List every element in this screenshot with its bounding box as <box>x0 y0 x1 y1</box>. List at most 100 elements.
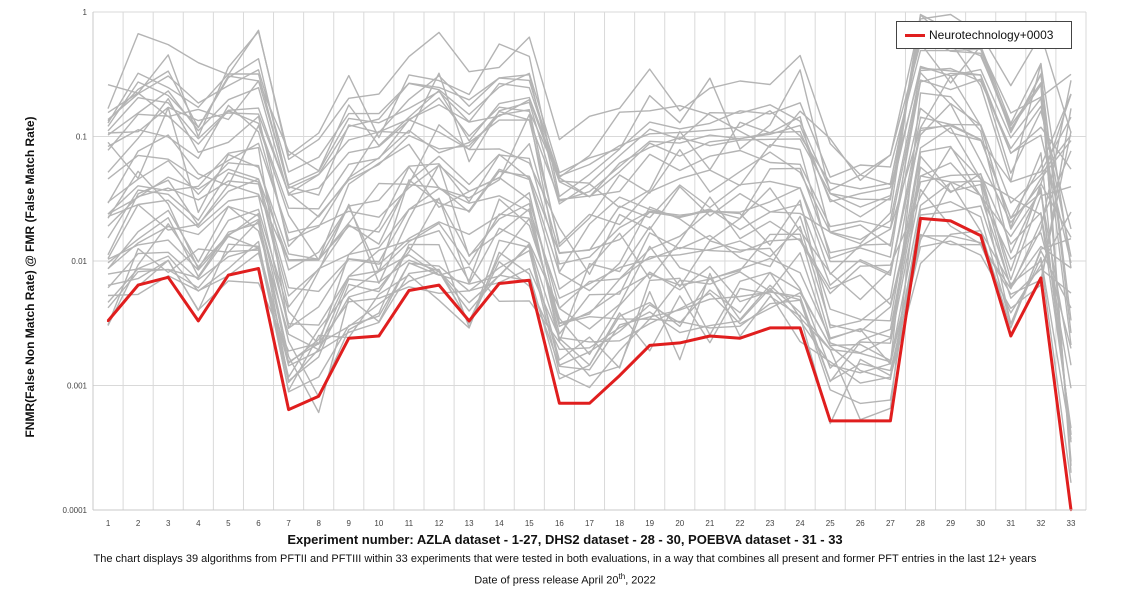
gray-series-line <box>107 116 1072 276</box>
x-tick-label: 18 <box>615 519 624 528</box>
caption-date-prefix: Date of press release April 20 <box>474 574 619 587</box>
grid-lines <box>92 11 1087 511</box>
gray-series-line <box>107 173 1072 389</box>
x-tick-label: 13 <box>465 519 474 528</box>
x-tick-label: 21 <box>705 519 714 528</box>
highlight-series-point <box>1009 334 1012 338</box>
y-axis-label: FNMR(False Non Match Rate) @ FMR (False … <box>23 116 37 438</box>
highlight-series-point <box>106 319 110 323</box>
x-tick-label: 19 <box>645 519 654 528</box>
caption-line-1: The chart displays 39 algorithms from PF… <box>93 553 1037 565</box>
highlight-series-point <box>347 336 350 340</box>
highlight-series-point <box>678 341 681 345</box>
y-tick-label: 0.0001 <box>63 506 88 515</box>
x-tick-label: 10 <box>374 519 383 528</box>
y-tick-label: 1 <box>83 8 88 17</box>
gray-series-line <box>107 80 1072 364</box>
x-tick-label: 3 <box>166 519 171 528</box>
y-tick-label: 0.1 <box>76 133 88 142</box>
gray-series-line <box>107 123 1072 366</box>
highlight-series-point <box>197 319 200 323</box>
gray-series-line <box>107 13 1072 334</box>
gray-series-line <box>107 14 1072 269</box>
highlight-series-point <box>377 334 381 338</box>
x-tick-label: 12 <box>435 519 444 528</box>
x-tick-label: 11 <box>405 519 414 528</box>
gray-series-line <box>107 13 1072 176</box>
legend-swatch <box>905 33 925 37</box>
gray-series-line <box>107 150 1072 383</box>
highlight-series-point <box>798 326 802 330</box>
x-tick-label: 29 <box>946 519 955 528</box>
highlight-series-point <box>257 267 260 270</box>
highlight-series-point <box>588 402 591 405</box>
highlight-series-point <box>407 289 411 292</box>
x-tick-label: 32 <box>1036 519 1045 528</box>
x-tick-label: 6 <box>256 519 261 528</box>
highlight-series-point <box>919 217 922 220</box>
gray-series-line <box>107 146 1072 429</box>
highlight-series-line <box>106 216 1073 512</box>
x-tick-label: 31 <box>1006 519 1015 528</box>
highlight-series-point <box>949 219 952 223</box>
gray-series-line <box>107 74 1072 443</box>
gray-series-line <box>107 162 1072 435</box>
gray-series-line <box>107 48 1072 462</box>
y-tick-label: 0.001 <box>67 382 88 391</box>
gray-series-line <box>107 34 1072 321</box>
x-tick-label: 25 <box>826 519 835 528</box>
gray-series-line <box>107 71 1072 275</box>
x-tick-label: 4 <box>196 519 201 528</box>
highlight-series-point <box>528 279 531 282</box>
caption-date-sup: th <box>618 572 626 581</box>
gray-series-line <box>107 182 1072 483</box>
gray-series-line <box>107 175 1072 349</box>
x-tick-label: 23 <box>766 519 775 528</box>
gray-series-line <box>107 72 1072 248</box>
highlight-series-point <box>227 273 230 277</box>
highlight-series-point <box>136 283 140 287</box>
caption-date-suffix: , 2022 <box>625 574 656 587</box>
highlight-series-point <box>287 408 290 411</box>
x-tick-label: 28 <box>916 519 925 528</box>
y-tick-label: 0.01 <box>71 257 87 266</box>
gray-series-line <box>107 126 1072 345</box>
highlight-series-point <box>317 395 320 398</box>
highlight-series-point <box>558 402 561 405</box>
x-tick-label: 2 <box>136 519 141 528</box>
gray-series-line <box>107 93 1072 329</box>
caption-line-2: Date of press release April 20th, 2022 <box>0 572 1130 587</box>
highlight-series-point <box>467 319 471 323</box>
x-tick-label: 7 <box>286 519 291 528</box>
x-tick-label: 15 <box>525 519 534 528</box>
gray-series-line <box>107 29 1072 466</box>
x-tick-label: 24 <box>796 519 805 528</box>
x-tick-label: 16 <box>555 519 564 528</box>
x-tick-label: 27 <box>886 519 895 528</box>
x-tick-label: 22 <box>736 519 745 528</box>
gray-series-line <box>107 65 1072 346</box>
x-tick-label: 14 <box>495 519 504 528</box>
highlight-series-point <box>167 276 170 279</box>
highlight-series-point <box>829 419 832 423</box>
x-tick-label: 1 <box>106 519 111 528</box>
highlight-series-point <box>708 334 712 338</box>
gray-series-lines <box>107 13 1072 483</box>
highlight-series-point <box>859 419 862 423</box>
highlight-series-point <box>618 374 621 377</box>
legend: Neurotechnology+0003 <box>896 21 1072 49</box>
x-tick-label: 26 <box>856 519 865 528</box>
x-tick-label: 8 <box>316 519 321 528</box>
gray-series-line <box>107 78 1072 229</box>
highlight-series-point <box>1039 276 1043 280</box>
x-tick-label: 33 <box>1067 519 1076 528</box>
highlight-series-point <box>648 344 651 347</box>
highlight-series-point <box>889 419 892 423</box>
gray-series-line <box>107 67 1072 264</box>
x-tick-label: 20 <box>675 519 684 528</box>
highlight-series-point <box>768 326 772 330</box>
highlight-series-point <box>437 283 441 287</box>
legend-entry-neurotechnology: Neurotechnology+0003 <box>929 28 1054 42</box>
